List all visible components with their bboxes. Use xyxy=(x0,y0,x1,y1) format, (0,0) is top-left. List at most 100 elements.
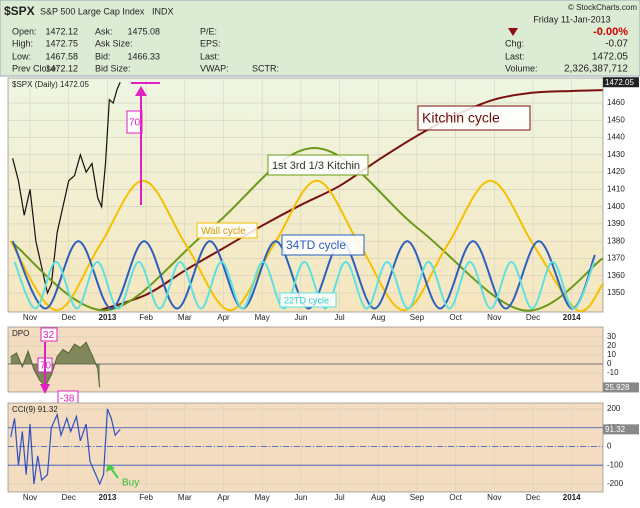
index-name: S&P 500 Large Cap Index xyxy=(40,6,145,16)
x-tick-label: Feb xyxy=(139,313,153,322)
header-bg xyxy=(0,0,640,77)
quote-value: 1466.33 xyxy=(127,51,160,61)
y-tick-label: -200 xyxy=(607,479,624,488)
x-tick-label: Nov xyxy=(487,313,501,322)
quote-label: Prev Close: xyxy=(12,63,59,73)
annotation: Buy xyxy=(122,478,139,489)
quote-label: Ask: xyxy=(95,26,113,36)
y-tick-label: 1450 xyxy=(607,115,625,124)
cycle-line xyxy=(9,179,603,312)
last-value-label: 1472.05 xyxy=(605,78,634,87)
x-tick-label: Mar xyxy=(178,313,192,322)
y-tick-label: 0 xyxy=(607,442,612,451)
quote-label: Bid: xyxy=(95,51,111,61)
x-tick-label: Oct xyxy=(449,493,462,502)
quote-value: 1472.12 xyxy=(45,63,78,73)
x-tick-label: Nov xyxy=(23,313,37,322)
y-tick-label: 1370 xyxy=(607,254,625,263)
x-tick-label: Jun xyxy=(294,493,307,502)
series-label: 1st 3rd 1/3 Kitchin xyxy=(272,160,360,172)
x-tick-label: Apr xyxy=(217,493,230,502)
quote-date: Friday 11-Jan-2013 xyxy=(533,14,610,24)
y-tick-label: 1420 xyxy=(607,167,625,176)
change-pct: -0.00% xyxy=(593,26,628,38)
x-tick-label: Dec xyxy=(526,493,540,502)
x-tick-label: 2013 xyxy=(99,313,117,322)
panel-legend: DPO xyxy=(12,329,29,338)
quote-label: P/E: xyxy=(200,26,217,36)
x-tick-label: Sep xyxy=(410,493,425,502)
quote-value: -0.07 xyxy=(605,39,628,50)
down-arrow xyxy=(508,28,518,36)
x-tick-label: May xyxy=(255,493,270,502)
series-label-box xyxy=(417,105,531,131)
last-value-box xyxy=(603,77,639,88)
panel-bg xyxy=(7,326,604,393)
x-tick-label: 2014 xyxy=(563,493,581,502)
x-tick-label: Apr xyxy=(217,313,230,322)
panel-legend: CCI(9) 91.32 xyxy=(12,405,58,414)
area-fill xyxy=(10,342,100,388)
series-line xyxy=(12,81,121,295)
y-tick-label: 0 xyxy=(607,359,612,368)
x-tick-label: Oct xyxy=(449,313,462,322)
x-tick-label: Nov xyxy=(487,493,501,502)
quote-label: EPS: xyxy=(200,38,221,48)
exchange: INDX xyxy=(152,6,174,16)
cycle-line xyxy=(11,240,596,310)
x-tick-label: Dec xyxy=(62,493,76,502)
x-tick-label: Feb xyxy=(139,493,153,502)
symbol: $SPX xyxy=(4,4,35,18)
series-label: 34TD cycle xyxy=(286,238,346,252)
plot-area xyxy=(8,336,603,388)
x-tick-label: Dec xyxy=(62,313,76,322)
series-label: Kitchin cycle xyxy=(422,110,500,126)
x-tick-label: Mar xyxy=(178,493,192,502)
last-value-box xyxy=(603,382,639,393)
x-tick-label: Aug xyxy=(371,313,385,322)
quote-label: Ask Size: xyxy=(95,38,133,48)
y-tick-label: 1360 xyxy=(607,271,625,280)
quote-label: Open: xyxy=(12,26,37,36)
panel-legend: $SPX (Daily) 1472.05 xyxy=(12,80,89,89)
cycle-line xyxy=(10,146,603,312)
x-tick-label: Jun xyxy=(294,313,307,322)
x-tick-label: Jul xyxy=(334,313,344,322)
last-value-box xyxy=(603,424,639,435)
series-label-box xyxy=(279,292,337,308)
x-tick-label: Sep xyxy=(410,313,425,322)
quote-label: Last: xyxy=(505,51,525,61)
arrow-head xyxy=(135,86,147,96)
copyright: © StockCharts.com xyxy=(568,3,637,12)
x-tick-label: Jul xyxy=(334,493,344,502)
y-tick-label: 1430 xyxy=(607,150,625,159)
y-tick-label: 30 xyxy=(607,332,616,341)
annotation: 32 xyxy=(43,330,55,341)
quote-label: Chg: xyxy=(505,38,524,48)
arrow-head xyxy=(106,464,115,472)
plot-area xyxy=(8,403,603,492)
arrow-head xyxy=(40,384,50,394)
last-value-label: 91.32 xyxy=(605,425,626,434)
annotation: 70 xyxy=(129,118,141,129)
y-tick-label: 1350 xyxy=(607,288,625,297)
quote-value: 1475.08 xyxy=(127,26,160,36)
y-tick-label: 1460 xyxy=(607,98,625,107)
annotation: -38 xyxy=(60,394,75,405)
series-label: Wall cycle xyxy=(201,226,246,237)
series-line xyxy=(10,408,121,486)
last-value-label: 25.928 xyxy=(605,383,630,392)
x-tick-label: 2014 xyxy=(563,313,581,322)
cycle-line xyxy=(13,260,596,310)
y-tick-label: 200 xyxy=(607,404,621,413)
y-tick-label: 10 xyxy=(607,350,616,359)
quote-value: 2,326,387,712 xyxy=(564,64,628,75)
x-tick-label: Dec xyxy=(526,313,540,322)
quote-value: 1472.12 xyxy=(45,26,78,36)
series-label-box xyxy=(281,234,365,256)
quote-value: 1472.75 xyxy=(45,38,78,48)
y-tick-label: 1390 xyxy=(607,219,625,228)
quote-label: SCTR: xyxy=(252,63,279,73)
quote-value: 1467.58 xyxy=(45,51,78,61)
